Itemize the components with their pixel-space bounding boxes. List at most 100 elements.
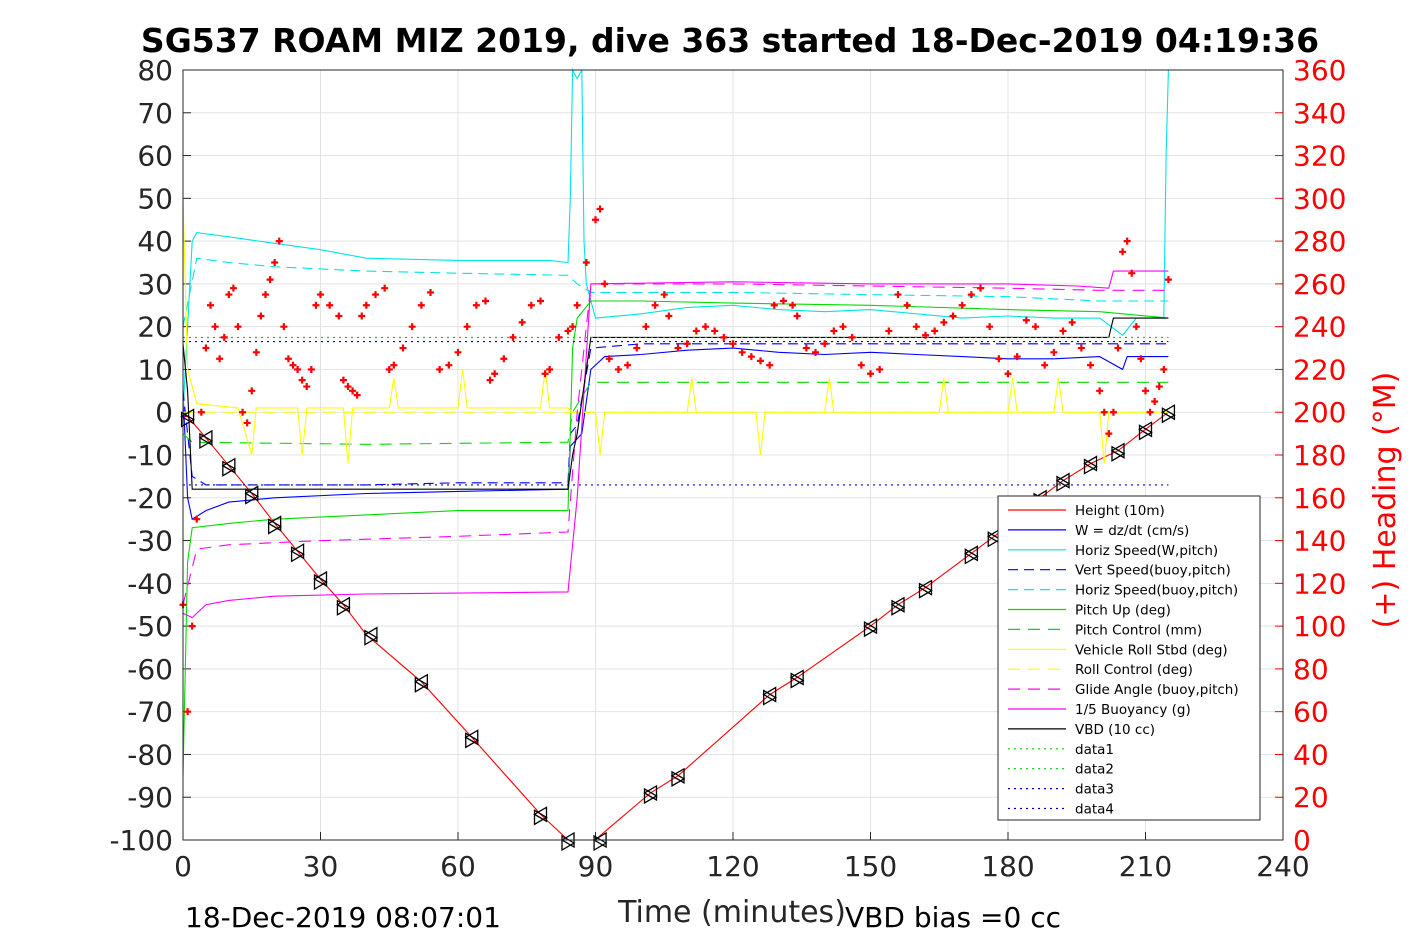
- y-tick-label: -20: [127, 482, 173, 515]
- heading-point: [303, 383, 311, 391]
- heading-point: [312, 301, 320, 309]
- heading-point: [1128, 269, 1136, 277]
- heading-point: [766, 361, 774, 369]
- y2-tick-label: 60: [1293, 696, 1329, 729]
- y2-tick-label: 260: [1293, 268, 1346, 301]
- legend-label-height: Height (10m): [1075, 503, 1165, 519]
- heading-point: [839, 323, 847, 331]
- height-marker-right: [1138, 424, 1153, 441]
- height-marker-left: [643, 784, 658, 802]
- heading-point: [1100, 408, 1108, 416]
- y-tick-label: 70: [137, 97, 173, 130]
- y-tick-label: -90: [127, 781, 173, 814]
- height-marker-right: [964, 548, 979, 565]
- height-marker-left: [290, 543, 305, 560]
- height-marker-left: [267, 515, 282, 532]
- heading-point: [702, 323, 709, 331]
- height-marker-right: [1111, 445, 1126, 462]
- heading-point: [294, 365, 302, 373]
- heading-point: [683, 340, 691, 348]
- heading-point: [257, 312, 265, 320]
- height-marker-left: [890, 596, 905, 613]
- series-line-pitch: [182, 300, 1169, 776]
- legend-label-ga: Glide Angle (buoy,pitch): [1075, 682, 1239, 698]
- heading-point: [234, 323, 242, 331]
- heading-point: [779, 297, 787, 305]
- heading-point: [582, 259, 590, 266]
- heading-point: [1096, 387, 1104, 395]
- height-marker-right: [1056, 475, 1071, 492]
- heading-point: [757, 357, 764, 365]
- heading-point: [537, 297, 544, 305]
- height-marker-left: [363, 626, 378, 643]
- heading-point: [1105, 430, 1113, 438]
- height-marker-left: [863, 617, 878, 635]
- height-marker-right: [222, 460, 237, 477]
- series-line-vbd: [182, 317, 1169, 490]
- heading-point: [665, 312, 673, 320]
- height-marker-left: [533, 806, 548, 823]
- x-tick-label: 30: [303, 850, 339, 883]
- height-marker-left: [244, 485, 259, 502]
- height-marker-left: [180, 408, 195, 425]
- height-marker-right: [671, 770, 686, 787]
- y2-tick-label: 200: [1293, 396, 1346, 429]
- height-marker-right: [290, 546, 305, 563]
- heading-point: [940, 318, 948, 326]
- height-marker-right: [643, 787, 658, 805]
- heading-point: [326, 301, 334, 309]
- height-marker-left: [762, 686, 777, 703]
- heading-point: [912, 323, 920, 331]
- y2-tick-label: 240: [1293, 311, 1346, 344]
- height-marker-right: [313, 573, 328, 591]
- series-line-roll: [182, 198, 1169, 464]
- heading-point: [197, 408, 205, 416]
- heading-point: [408, 323, 416, 331]
- heading-point: [491, 370, 499, 378]
- heading-point: [555, 333, 563, 341]
- y2-tick-label: 220: [1293, 353, 1346, 386]
- heading-point: [275, 237, 283, 245]
- footer-vbd-bias: VBD bias =0 cc: [845, 901, 1061, 934]
- heading-point: [546, 365, 554, 373]
- heading-point: [472, 301, 480, 309]
- heading-point: [225, 291, 233, 299]
- heading-point: [252, 348, 260, 356]
- heading-point: [614, 365, 622, 373]
- height-marker-right: [199, 432, 214, 450]
- heading-point: [1164, 276, 1172, 284]
- heading-point: [1132, 323, 1140, 331]
- heading-point: [1155, 383, 1163, 391]
- heading-point: [1041, 361, 1049, 369]
- height-marker-left: [336, 596, 351, 613]
- heading-point: [986, 323, 994, 331]
- height-marker-left: [221, 457, 236, 474]
- y2-tick-label: 140: [1293, 525, 1346, 558]
- height-marker-right: [987, 531, 1002, 548]
- legend: Height (10m) W = dz/dt (cm/s) Horiz Speed(…: [997, 495, 1261, 821]
- x-tick-label: 240: [1256, 850, 1309, 883]
- heading-point: [193, 515, 201, 523]
- plot-area-frame: [182, 69, 1284, 841]
- legend-label-vsb: Vert Speed(buoy,pitch): [1075, 563, 1231, 579]
- heading-point: [1114, 344, 1122, 352]
- height-marker-left: [414, 673, 428, 690]
- y-tick-label: 30: [137, 268, 173, 301]
- series-line-vsb: [182, 343, 1169, 486]
- heading-point: [482, 297, 489, 305]
- height-marker-left: [1110, 442, 1125, 459]
- heading-point: [931, 327, 939, 335]
- heading-point: [463, 323, 471, 331]
- height-marker-right: [414, 676, 429, 693]
- heading-point: [211, 323, 219, 331]
- y-tick-label: -10: [127, 439, 173, 472]
- heading-point: [372, 291, 379, 299]
- y-tick-label: 60: [137, 140, 173, 173]
- heading-point: [1022, 316, 1030, 324]
- heading-point: [390, 361, 398, 369]
- y2-tick-label: 300: [1293, 182, 1346, 215]
- footer-timestamp: 18-Dec-2019 08:07:01: [185, 901, 501, 934]
- height-marker-right: [1083, 458, 1098, 475]
- y2-tick-label: 80: [1293, 653, 1329, 686]
- y2-axis-label: (+) Heading (°M): [1368, 372, 1403, 629]
